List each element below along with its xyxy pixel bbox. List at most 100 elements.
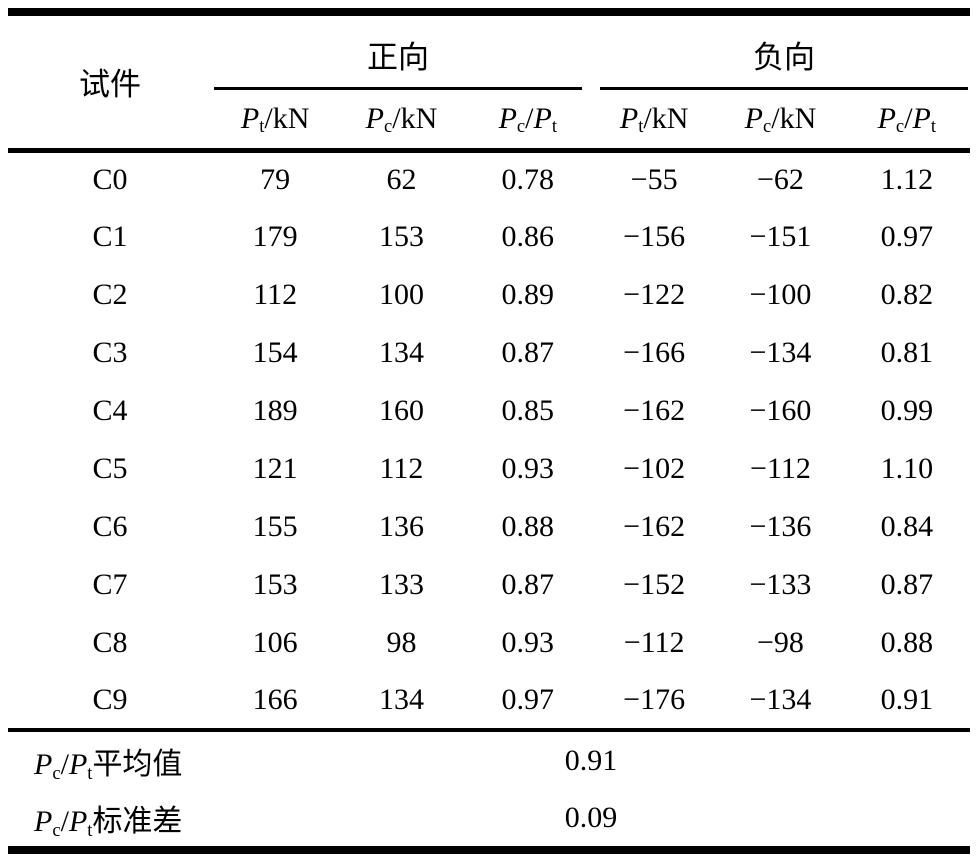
ratio-sub2: t xyxy=(87,762,93,784)
pt-unit: /kN xyxy=(643,101,689,135)
data-cell: 153 xyxy=(252,568,298,601)
ratio-slash: / xyxy=(60,805,69,838)
stddev-label-text: 标准差 xyxy=(92,805,183,838)
ratio-p2: P xyxy=(68,805,88,838)
data-cell: 0.87 xyxy=(501,336,555,369)
specimen-id: C2 xyxy=(92,278,128,311)
ratio-p2: P xyxy=(68,748,88,781)
data-cell: 0.87 xyxy=(880,568,934,601)
specimen-id: C4 xyxy=(92,394,128,427)
table-row: C5 121 112 0.93 −102 −112 1.10 xyxy=(8,440,970,498)
ratio-p1: P xyxy=(877,101,896,135)
average-label-text: 平均值 xyxy=(92,748,183,781)
data-cell: 160 xyxy=(378,394,424,427)
data-cell: 100 xyxy=(378,278,424,311)
sub-header-row: Pt/kN Pc/kN Pc/Pt Pt/kN Pc/kN Pc/Pt xyxy=(8,90,970,150)
pos-pt-column-header: Pt/kN xyxy=(212,90,338,150)
data-cell: −102 xyxy=(623,452,686,485)
data-cell: −112 xyxy=(750,452,811,485)
specimen-id: C5 xyxy=(92,452,128,485)
ratio-slash: / xyxy=(904,101,913,135)
data-cell: −134 xyxy=(749,336,812,369)
pt-subscript: t xyxy=(638,116,644,138)
data-cell: 106 xyxy=(252,626,298,659)
data-cell: 0.88 xyxy=(501,510,555,543)
ratio-sub1: c xyxy=(516,116,526,138)
specimen-id: C7 xyxy=(92,568,128,601)
average-label: Pc/Pt平均值 xyxy=(8,730,212,790)
data-cell: 0.93 xyxy=(501,452,555,485)
data-cell: −98 xyxy=(757,626,804,659)
data-cell: 153 xyxy=(378,220,424,253)
specimen-id: C8 xyxy=(92,626,128,659)
ratio-p2: P xyxy=(533,101,552,135)
neg-ratio-column-header: Pc/Pt xyxy=(844,90,970,150)
data-cell: 0.89 xyxy=(501,278,555,311)
average-row: Pc/Pt平均值 0.91 xyxy=(8,730,970,790)
table-row: C8 106 98 0.93 −112 −98 0.88 xyxy=(8,614,970,672)
data-cell: 0.91 xyxy=(880,683,934,716)
data-cell: 136 xyxy=(378,510,424,543)
ratio-p2: P xyxy=(912,101,931,135)
data-cell: 0.81 xyxy=(880,336,934,369)
neg-pc-column-header: Pc/kN xyxy=(717,90,843,150)
data-cell: 0.82 xyxy=(880,278,934,311)
data-cell: 0.99 xyxy=(880,394,934,427)
data-cell: 112 xyxy=(253,278,298,311)
pc-unit: /kN xyxy=(392,101,438,135)
data-cell: 133 xyxy=(378,568,424,601)
stddev-value: 0.09 xyxy=(564,801,618,834)
table-row: C2 112 100 0.89 −122 −100 0.82 xyxy=(8,266,970,324)
pos-pc-column-header: Pc/kN xyxy=(338,90,464,150)
pc-subscript: c xyxy=(762,116,772,138)
negative-direction-group: 负向 xyxy=(591,12,970,90)
data-cell: 154 xyxy=(252,336,298,369)
data-cell: 0.88 xyxy=(880,626,934,659)
pt-subscript: t xyxy=(259,116,265,138)
data-cell: 0.97 xyxy=(501,683,555,716)
pt-symbol: P xyxy=(240,101,260,135)
ratio-slash: / xyxy=(525,101,534,135)
data-cell: −100 xyxy=(749,278,812,311)
specimen-id: C1 xyxy=(92,220,128,253)
negative-group-underline: 负向 xyxy=(599,20,968,90)
negative-group-label: 负向 xyxy=(752,40,815,75)
data-cell: 0.84 xyxy=(880,510,934,543)
ratio-p1: P xyxy=(34,748,53,781)
data-cell: 0.93 xyxy=(501,626,555,659)
specimen-id: C9 xyxy=(92,683,128,716)
ratio-sub2: t xyxy=(930,116,937,138)
data-cell: 1.12 xyxy=(880,163,934,197)
specimen-load-results-table: 试件 正向 负向 Pt/kN Pc/kN Pc/Pt Pt/kN Pc/kN P… xyxy=(8,8,970,854)
ratio-sub1: c xyxy=(52,819,61,841)
pt-unit: /kN xyxy=(264,101,310,135)
ratio-p1: P xyxy=(498,101,517,135)
data-cell: −162 xyxy=(623,510,686,543)
data-cell: −176 xyxy=(623,683,686,716)
specimen-id: C0 xyxy=(92,163,128,197)
data-cell: −122 xyxy=(623,278,686,311)
data-cell: 189 xyxy=(252,394,298,427)
pt-symbol: P xyxy=(619,101,639,135)
ratio-p1: P xyxy=(34,805,53,838)
data-cell: −162 xyxy=(623,394,686,427)
pc-symbol: P xyxy=(744,101,763,135)
positive-direction-group: 正向 xyxy=(212,12,591,90)
table-header: 试件 正向 负向 Pt/kN Pc/kN Pc/Pt Pt/kN Pc/kN P… xyxy=(8,12,970,150)
data-cell: 134 xyxy=(378,683,424,716)
pos-ratio-column-header: Pc/Pt xyxy=(465,90,591,150)
data-cell: −151 xyxy=(749,220,812,253)
data-cell: 155 xyxy=(252,510,298,543)
pc-subscript: c xyxy=(384,116,393,138)
table-row: C0 79 62 0.78 −55 −62 1.12 xyxy=(8,150,970,208)
pc-unit: /kN xyxy=(771,101,817,135)
data-cell: 62 xyxy=(386,163,417,197)
specimen-id: C3 xyxy=(92,336,128,369)
table-row: C1 179 153 0.86 −156 −151 0.97 xyxy=(8,208,970,266)
data-cell: −152 xyxy=(623,568,686,601)
data-cell: −134 xyxy=(749,683,812,716)
specimen-column-header: 试件 xyxy=(78,67,141,103)
data-cell: −160 xyxy=(749,394,812,427)
data-cell: −112 xyxy=(623,626,685,659)
data-cell: 0.87 xyxy=(501,568,555,601)
